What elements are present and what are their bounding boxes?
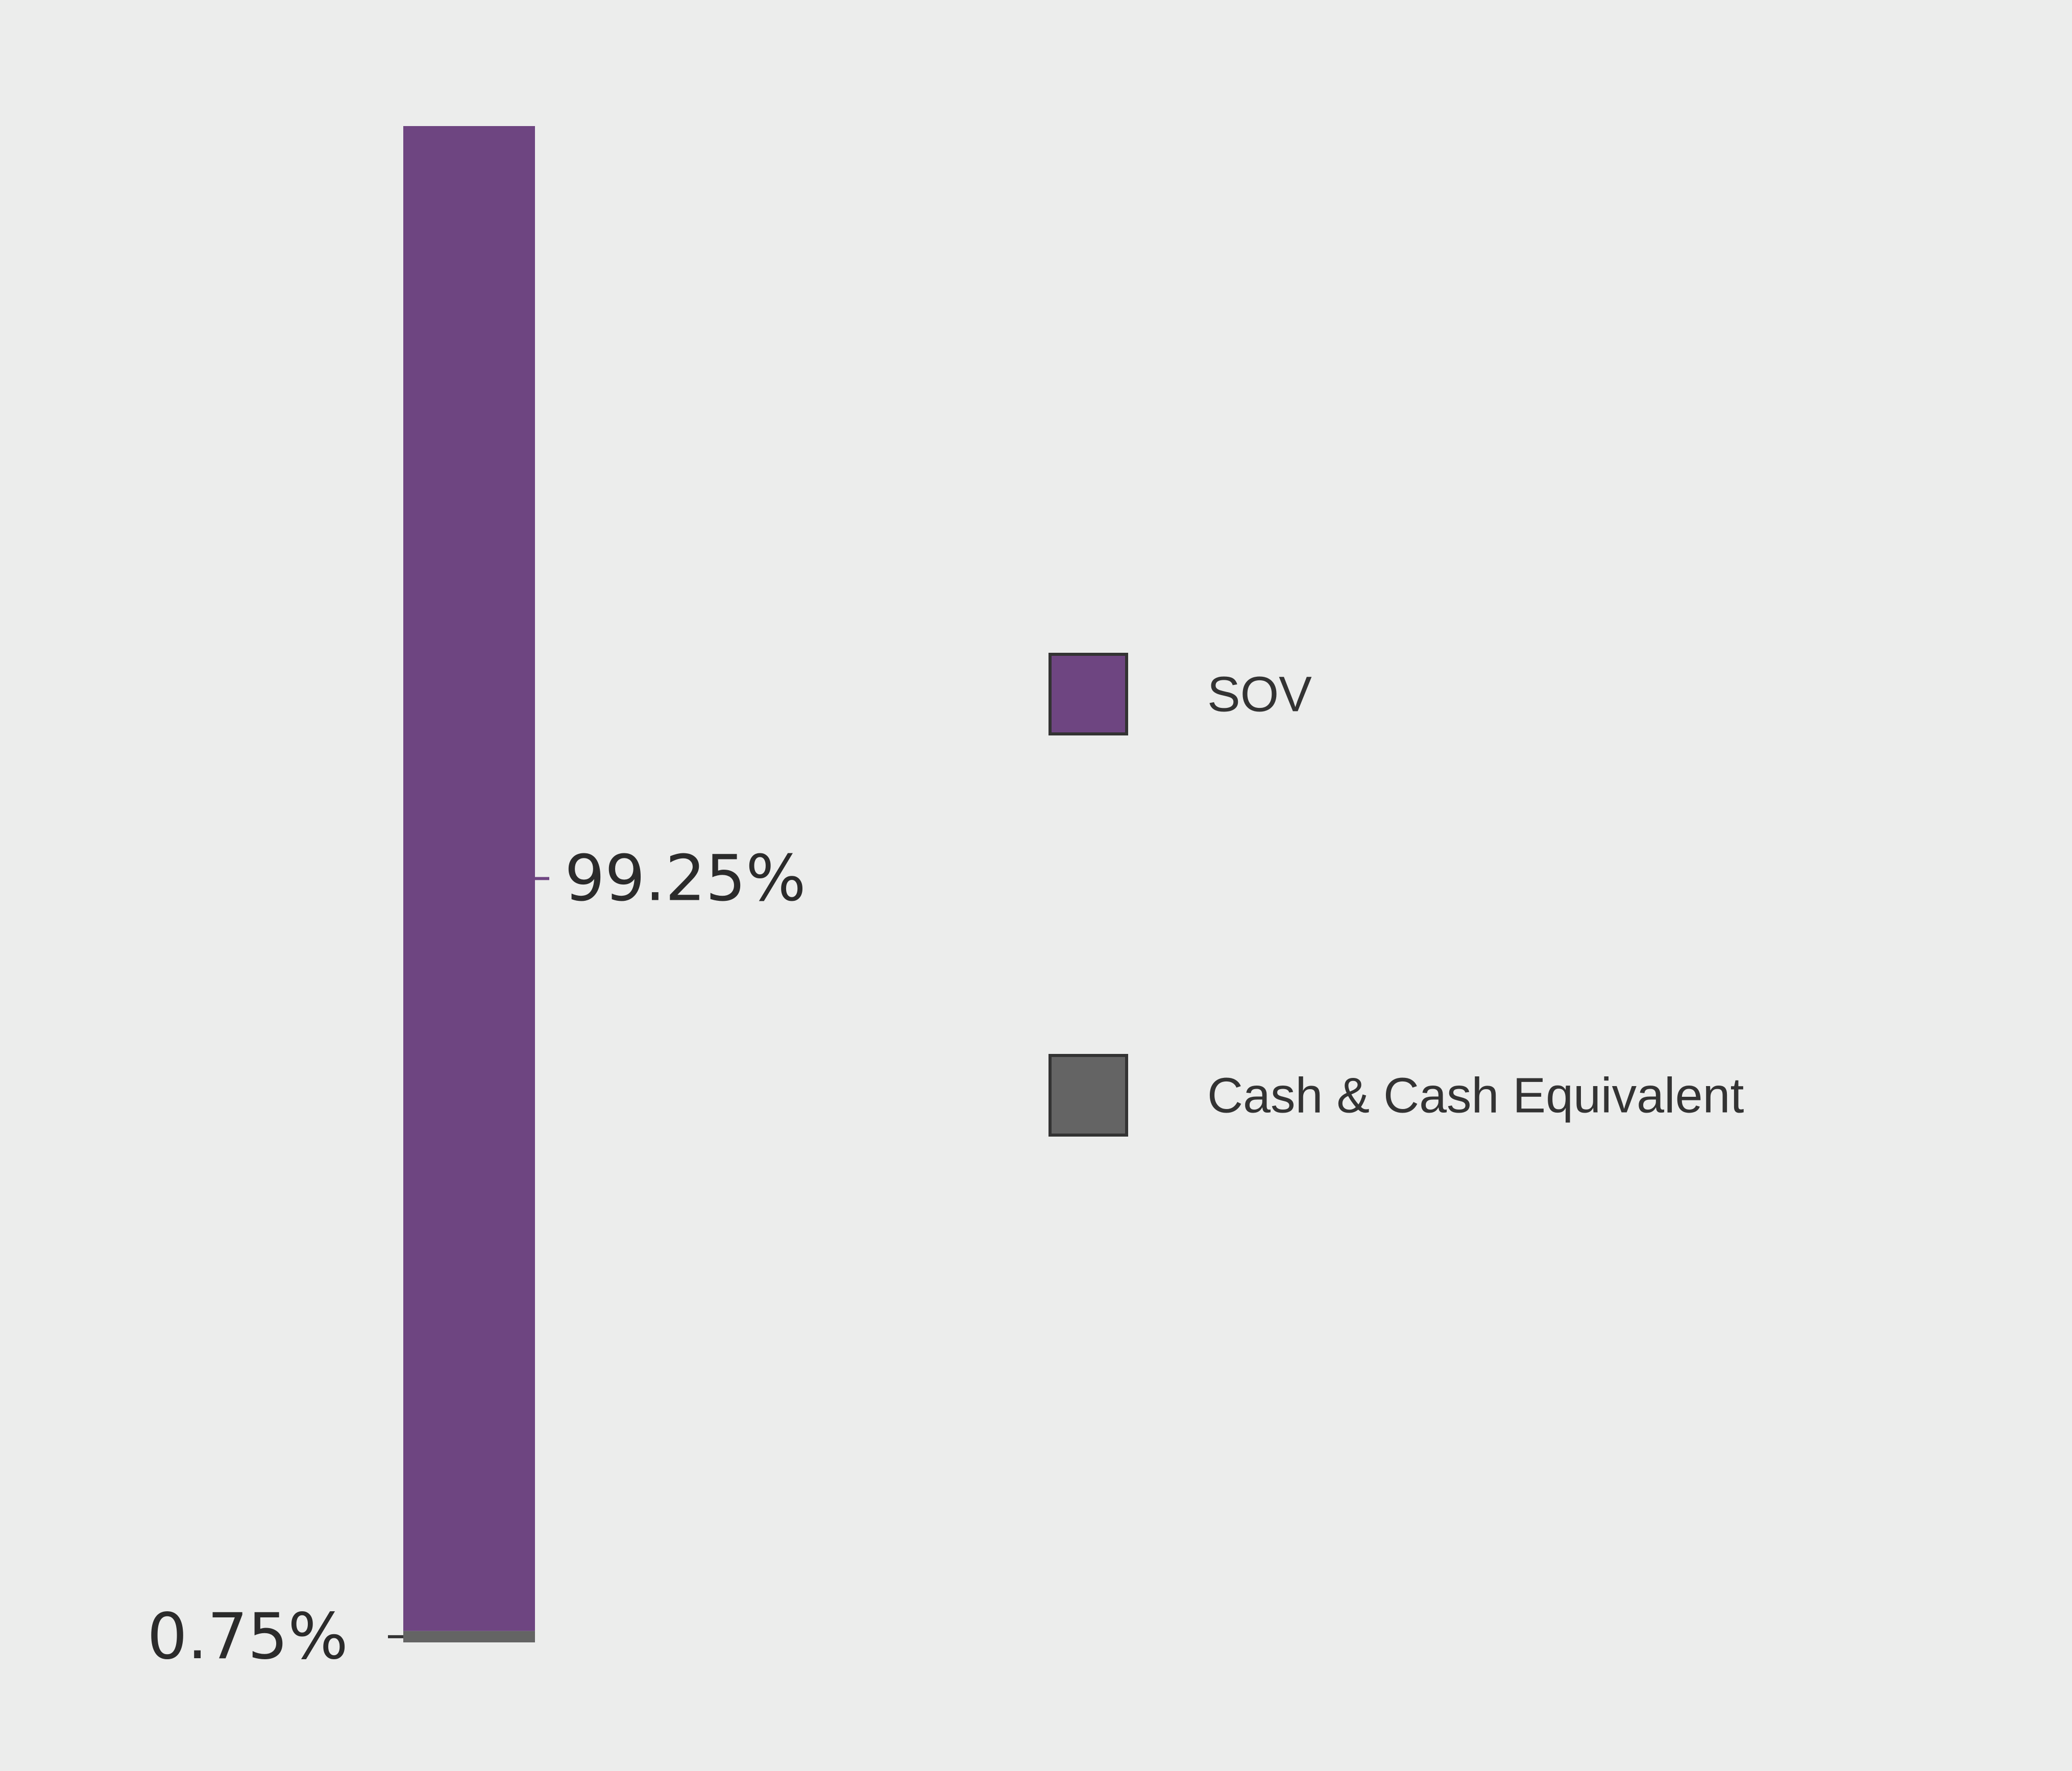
legend-swatch-sov — [1049, 653, 1128, 735]
bar-stack — [403, 126, 535, 1642]
value-label-cash: 0.75% — [147, 1600, 348, 1674]
legend-item-cash: Cash & Cash Equivalent — [1049, 1054, 1744, 1137]
value-label-sov: 99.25% — [565, 842, 806, 915]
legend-item-sov: SOV — [1049, 653, 1312, 735]
legend-label-cash: Cash & Cash Equivalent — [1207, 1068, 1744, 1123]
legend: SOV Cash & Cash Equivalent — [1049, 653, 1744, 1137]
legend-swatch-cash — [1049, 1054, 1128, 1137]
bar-segment-cash — [403, 1631, 535, 1642]
bar-segment-sov — [403, 126, 535, 1631]
legend-label-sov: SOV — [1207, 667, 1312, 722]
